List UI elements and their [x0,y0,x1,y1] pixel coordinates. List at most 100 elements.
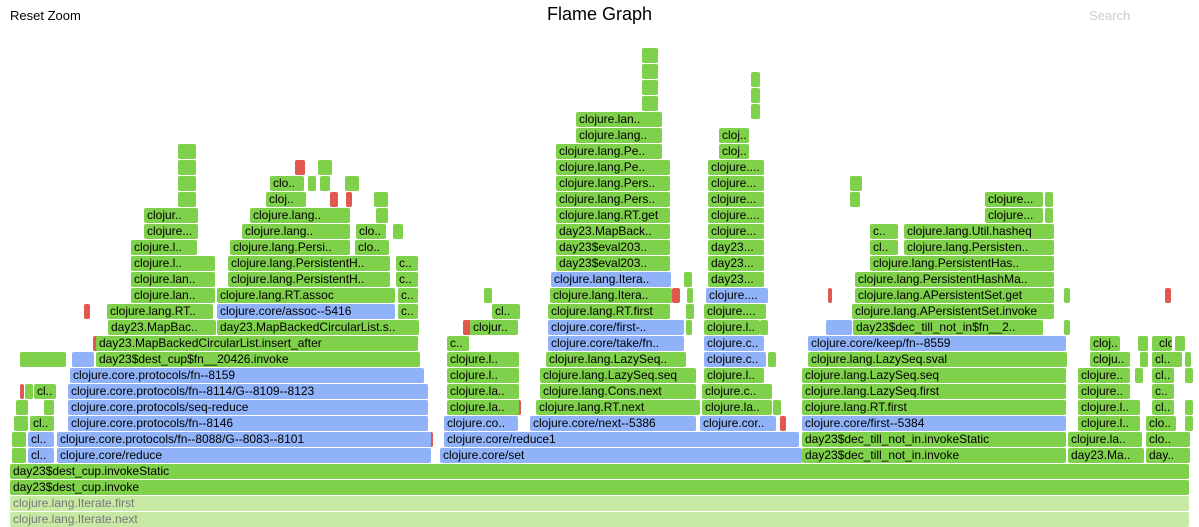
flame-frame[interactable] [1045,208,1053,223]
flame-frame[interactable] [72,352,94,367]
flame-frame[interactable]: clojure.core/reduce1 [444,432,799,447]
flame-frame[interactable]: clo.. [1156,336,1172,351]
flame-frame[interactable] [1175,336,1185,351]
flame-frame[interactable] [768,352,776,367]
flame-frame[interactable]: day23$eval203.. [556,240,670,255]
flame-frame[interactable]: clojure... [708,192,764,207]
flame-frame[interactable] [320,176,330,191]
flame-frame[interactable] [178,192,196,207]
flame-frame[interactable] [44,400,54,415]
flame-frame[interactable]: clojure.core/assoc--5416 [217,304,395,319]
flame-frame[interactable]: clojur.. [144,208,198,223]
flame-frame[interactable] [463,320,471,335]
flame-frame[interactable]: clojure.la.. [447,384,519,399]
flame-frame[interactable]: day23$dec_till_not_in.invoke [802,448,1066,463]
flame-frame[interactable] [20,352,66,367]
flame-frame[interactable]: clojure.lang.LazySeq.seq [540,368,696,383]
flame-frame[interactable]: clojure.c.. [702,384,772,399]
flame-frame[interactable] [773,400,781,415]
flame-frame[interactable] [826,320,852,335]
flame-frame[interactable]: clojure.core/first--5384 [802,416,1066,431]
flame-frame[interactable]: clojure.. [1078,384,1130,399]
flame-frame[interactable] [346,192,352,207]
flame-frame[interactable]: clojure.... [706,288,768,303]
flame-frame[interactable]: c.. [396,256,418,271]
flame-frame[interactable]: clojure.lan.. [131,272,215,287]
flame-frame[interactable]: clojure.la.. [1068,432,1142,447]
flame-frame[interactable]: clojure.lang.PersistentHas.. [870,256,1054,271]
flame-frame[interactable]: clojure.lang.LazySeq.sval [808,352,1066,367]
flame-frame[interactable] [1135,368,1143,383]
flame-frame[interactable]: day23.MapBack.. [556,224,670,239]
flame-frame[interactable]: clojure.core/keep/fn--8559 [808,336,1066,351]
flame-frame[interactable]: clojure.core.protocols/fn--8159 [70,368,424,383]
flame-frame[interactable] [1045,192,1053,207]
flame-frame[interactable]: clojure.la.. [702,400,772,415]
flame-frame[interactable] [642,80,658,95]
flame-frame[interactable]: clo.. [356,224,386,239]
flame-frame[interactable] [642,96,658,111]
flame-frame[interactable] [850,192,860,207]
flame-frame[interactable]: day23... [708,272,764,287]
flame-frame[interactable] [1185,352,1191,367]
flame-frame[interactable]: clojure.lang.PersistentH.. [228,272,390,287]
flame-frame[interactable]: clojure... [144,224,198,239]
flame-frame[interactable]: clojure.lang.Pers.. [556,176,670,191]
flame-frame[interactable]: clojure.lang.. [576,128,662,143]
flame-frame[interactable]: cl.. [1152,400,1174,415]
flame-frame[interactable]: cloj.. [266,192,306,207]
flame-frame[interactable]: clojure.l.. [1078,416,1140,431]
flame-frame[interactable]: day23$dec_till_not_in.invokeStatic [802,432,1066,447]
flame-frame[interactable]: clojure.lang.Itera.. [550,288,672,303]
flame-frame[interactable] [672,288,680,303]
flame-frame[interactable]: clojure.core/first-.. [548,320,684,335]
flame-frame[interactable]: c.. [398,304,418,319]
flame-frame[interactable]: clojure.lang.PersistentHashMa.. [855,272,1054,287]
flame-frame[interactable]: clojure.lang.LazySeq.. [546,352,686,367]
flame-frame[interactable]: cl.. [30,416,54,431]
flame-frame[interactable]: clojure.lang.RT.first [802,400,1066,415]
reset-zoom-button[interactable]: Reset Zoom [10,8,81,23]
flame-frame[interactable]: cl.. [1152,368,1174,383]
flame-frame[interactable]: clojure.lang.RT.assoc [217,288,395,303]
flame-frame[interactable]: clojure.lang.Util.hasheq [904,224,1054,239]
flame-frame[interactable]: clo.. [355,240,389,255]
flame-frame[interactable]: cl.. [34,384,56,399]
flame-frame[interactable]: clojure.lang.LazySeq.first [802,384,1066,399]
flame-frame[interactable] [330,192,338,207]
flame-frame[interactable]: clojur.. [470,320,518,335]
flame-frame[interactable]: clojure.l.. [447,352,519,367]
flame-frame[interactable] [760,320,768,335]
flame-frame[interactable]: day23... [708,256,764,271]
flame-frame[interactable]: clojure.c.. [704,352,766,367]
flame-frame[interactable]: c.. [398,288,418,303]
flame-frame[interactable]: clojure.core/take/fn.. [548,336,684,351]
flame-frame[interactable]: clojure.l.. [704,368,764,383]
flame-frame[interactable]: clojure.lang.RT.next [536,400,700,415]
flame-frame[interactable] [14,416,28,431]
flame-frame[interactable]: clojure.lang.Persi.. [230,240,350,255]
flame-frame[interactable]: clojure.lang.RT.. [107,304,213,319]
flame-frame[interactable]: clojure.lang.RT.first [548,304,670,319]
flame-frame[interactable] [318,160,332,175]
flame-frame[interactable] [1064,320,1070,335]
flame-frame[interactable]: clojure.lang.Pe.. [556,144,662,159]
flame-frame[interactable]: clojure.lang.RT.get [556,208,670,223]
search-button[interactable]: Search [1089,8,1131,23]
flame-frame[interactable]: day23.MapBac.. [108,320,216,335]
flame-frame[interactable] [751,88,760,103]
flame-frame[interactable]: clojure... [985,208,1043,223]
flame-frame[interactable]: clojure.lang.Iterate.next [10,512,1189,527]
flame-frame[interactable]: clojure.... [708,160,764,175]
flame-frame[interactable]: clojure.l.. [1078,400,1140,415]
flame-frame[interactable]: clojure.c.. [704,336,764,351]
flame-frame[interactable]: c.. [396,272,418,287]
flame-frame[interactable]: clojure... [708,224,764,239]
flame-frame[interactable] [642,48,658,63]
flame-frame[interactable] [25,384,33,399]
flame-frame[interactable]: day.. [1146,448,1190,463]
flame-frame[interactable]: cl.. [28,448,54,463]
flame-frame[interactable]: day23.MapBackedCircularList.s.. [217,320,419,335]
flame-frame[interactable]: clojure.lang.LazySeq.seq [802,368,1066,383]
flame-frame[interactable]: clojure.... [708,208,764,223]
